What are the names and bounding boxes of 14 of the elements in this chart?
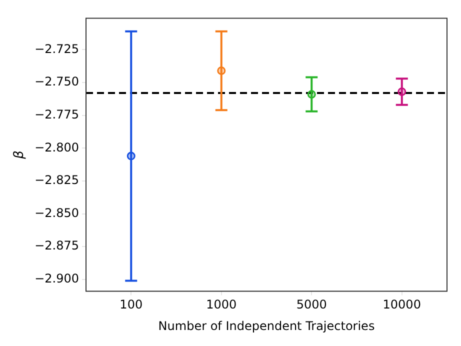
x-tick-label: 5000 xyxy=(296,298,327,312)
x-axis-title: Number of Independent Trajectories xyxy=(158,318,375,333)
y-tick-label: −2.850 xyxy=(34,206,80,220)
y-tick-label: −2.800 xyxy=(34,140,80,154)
y-tick-label: −2.900 xyxy=(34,272,80,286)
y-tick-label: −2.725 xyxy=(34,42,80,56)
y-tick-label: −2.875 xyxy=(34,238,80,253)
x-tick-label: 10000 xyxy=(382,298,421,312)
y-axis-title: β xyxy=(12,150,28,160)
y-tick-label: −2.825 xyxy=(34,173,80,188)
y-tick-label: −2.775 xyxy=(34,107,80,122)
x-tick-label: 1000 xyxy=(206,298,237,312)
y-tick-label: −2.750 xyxy=(34,74,80,89)
x-tick-label: 100 xyxy=(120,298,143,312)
